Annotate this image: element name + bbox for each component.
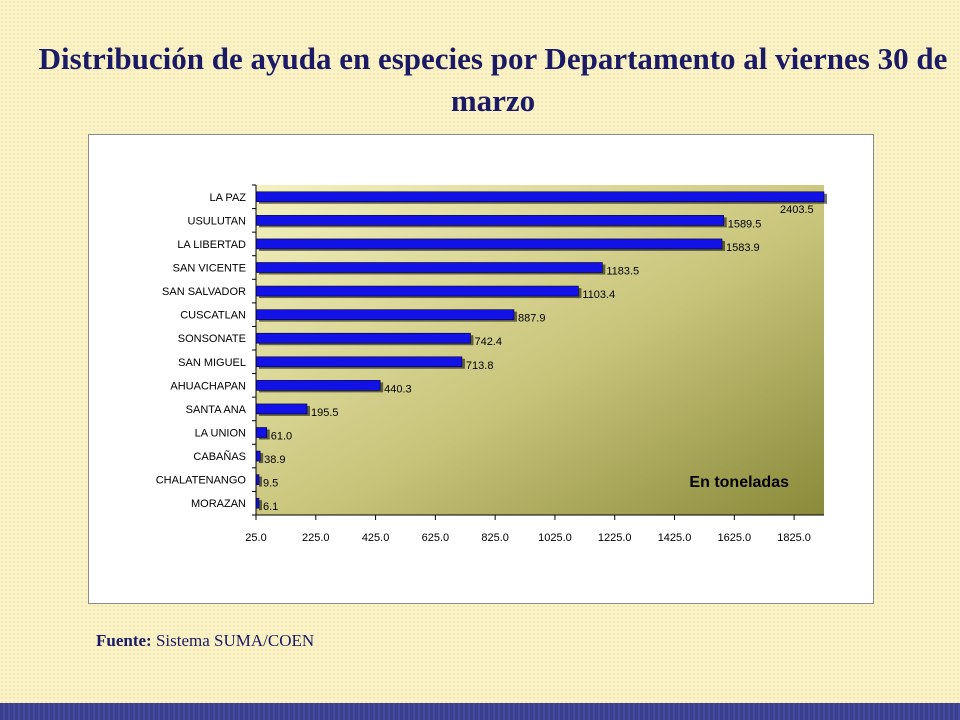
x-tick-label: 1025.0 (538, 532, 572, 544)
value-label: 742.4 (474, 336, 502, 348)
bar-chart: LA PAZ 2403.5 USULUTAN 1589.5 LA LIBERTAD 158… (156, 184, 827, 544)
category-label: LA UNION (195, 428, 246, 440)
labels-layer: LA PAZ 2403.5 USULUTAN 1589.5 LA LIBERTAD 158… (156, 192, 814, 513)
category-label: SANTA ANA (186, 404, 247, 416)
bar (255, 215, 725, 226)
axis-layer: 25.0 225.0 425.0 625.0 825.0 1025.0 1225.0 1425… (245, 184, 811, 544)
chart-title: Distribución de ayuda en especies por De… (38, 41, 948, 118)
value-label: 1583.9 (726, 242, 760, 254)
bar (255, 380, 381, 391)
category-label: AHUACHAPAN (170, 380, 246, 392)
category-label: MORAZAN (191, 498, 246, 510)
value-label: 6.1 (263, 501, 278, 513)
category-label: SONSONATE (178, 333, 246, 345)
bars-layer (255, 191, 827, 511)
x-tick-label: 225.0 (302, 532, 330, 544)
x-tick-label: 625.0 (422, 532, 450, 544)
x-tick-label: 1625.0 (717, 532, 751, 544)
value-label: 887.9 (518, 313, 546, 325)
value-label: 1103.4 (582, 289, 615, 301)
value-label: 2403.5 (780, 204, 814, 216)
x-tick-label: 1825.0 (777, 532, 811, 544)
bar (255, 427, 268, 438)
plot-area (256, 185, 824, 515)
value-label: 9.5 (263, 478, 278, 490)
source-note: Fuente: Sistema SUMA/COEN (96, 631, 314, 651)
bar (255, 309, 515, 320)
x-tick-label: 825.0 (481, 532, 509, 544)
x-tick-label: 1225.0 (598, 532, 632, 544)
category-label: LA PAZ (210, 192, 247, 204)
bar (255, 191, 825, 203)
bar (255, 450, 261, 462)
category-label: CHALATENANGO (156, 475, 247, 487)
value-label: 713.8 (466, 360, 494, 372)
bar (255, 356, 463, 368)
category-label: LA LIBERTAD (177, 239, 246, 251)
source-label: Fuente: (96, 631, 152, 650)
chart-panel: LA PAZ 2403.5 USULUTAN 1589.5 LA LIBERTAD 158… (88, 134, 874, 604)
value-label: 38.9 (264, 454, 285, 466)
value-label: 61.0 (271, 431, 292, 443)
bar (255, 238, 723, 250)
value-label: 195.5 (311, 407, 339, 419)
category-label: USULUTAN (188, 215, 247, 227)
category-label: CUSCATLAN (180, 310, 246, 322)
category-label: SAN SALVADOR (162, 286, 246, 298)
x-tick-label: 25.0 (245, 532, 266, 544)
category-label: CABAÑAS (193, 450, 246, 463)
source-text: Sistema SUMA/COEN (155, 631, 315, 650)
bar (255, 285, 579, 297)
value-label: 440.3 (384, 383, 412, 395)
bar (255, 262, 603, 273)
bar-shadow (259, 476, 262, 487)
bar (255, 332, 471, 344)
bar (255, 403, 308, 415)
category-label: SAN MIGUEL (178, 357, 246, 369)
category-label: SAN VICENTE (173, 263, 246, 275)
x-tick-label: 425.0 (362, 532, 390, 544)
bottom-band (0, 703, 960, 720)
x-tick-label: 1425.0 (658, 532, 692, 544)
unit-note: En toneladas (689, 474, 789, 491)
bar-shadow (259, 500, 262, 511)
value-label: 1183.5 (606, 266, 639, 278)
bar-shadow (259, 453, 264, 464)
value-label: 1589.5 (728, 218, 762, 230)
